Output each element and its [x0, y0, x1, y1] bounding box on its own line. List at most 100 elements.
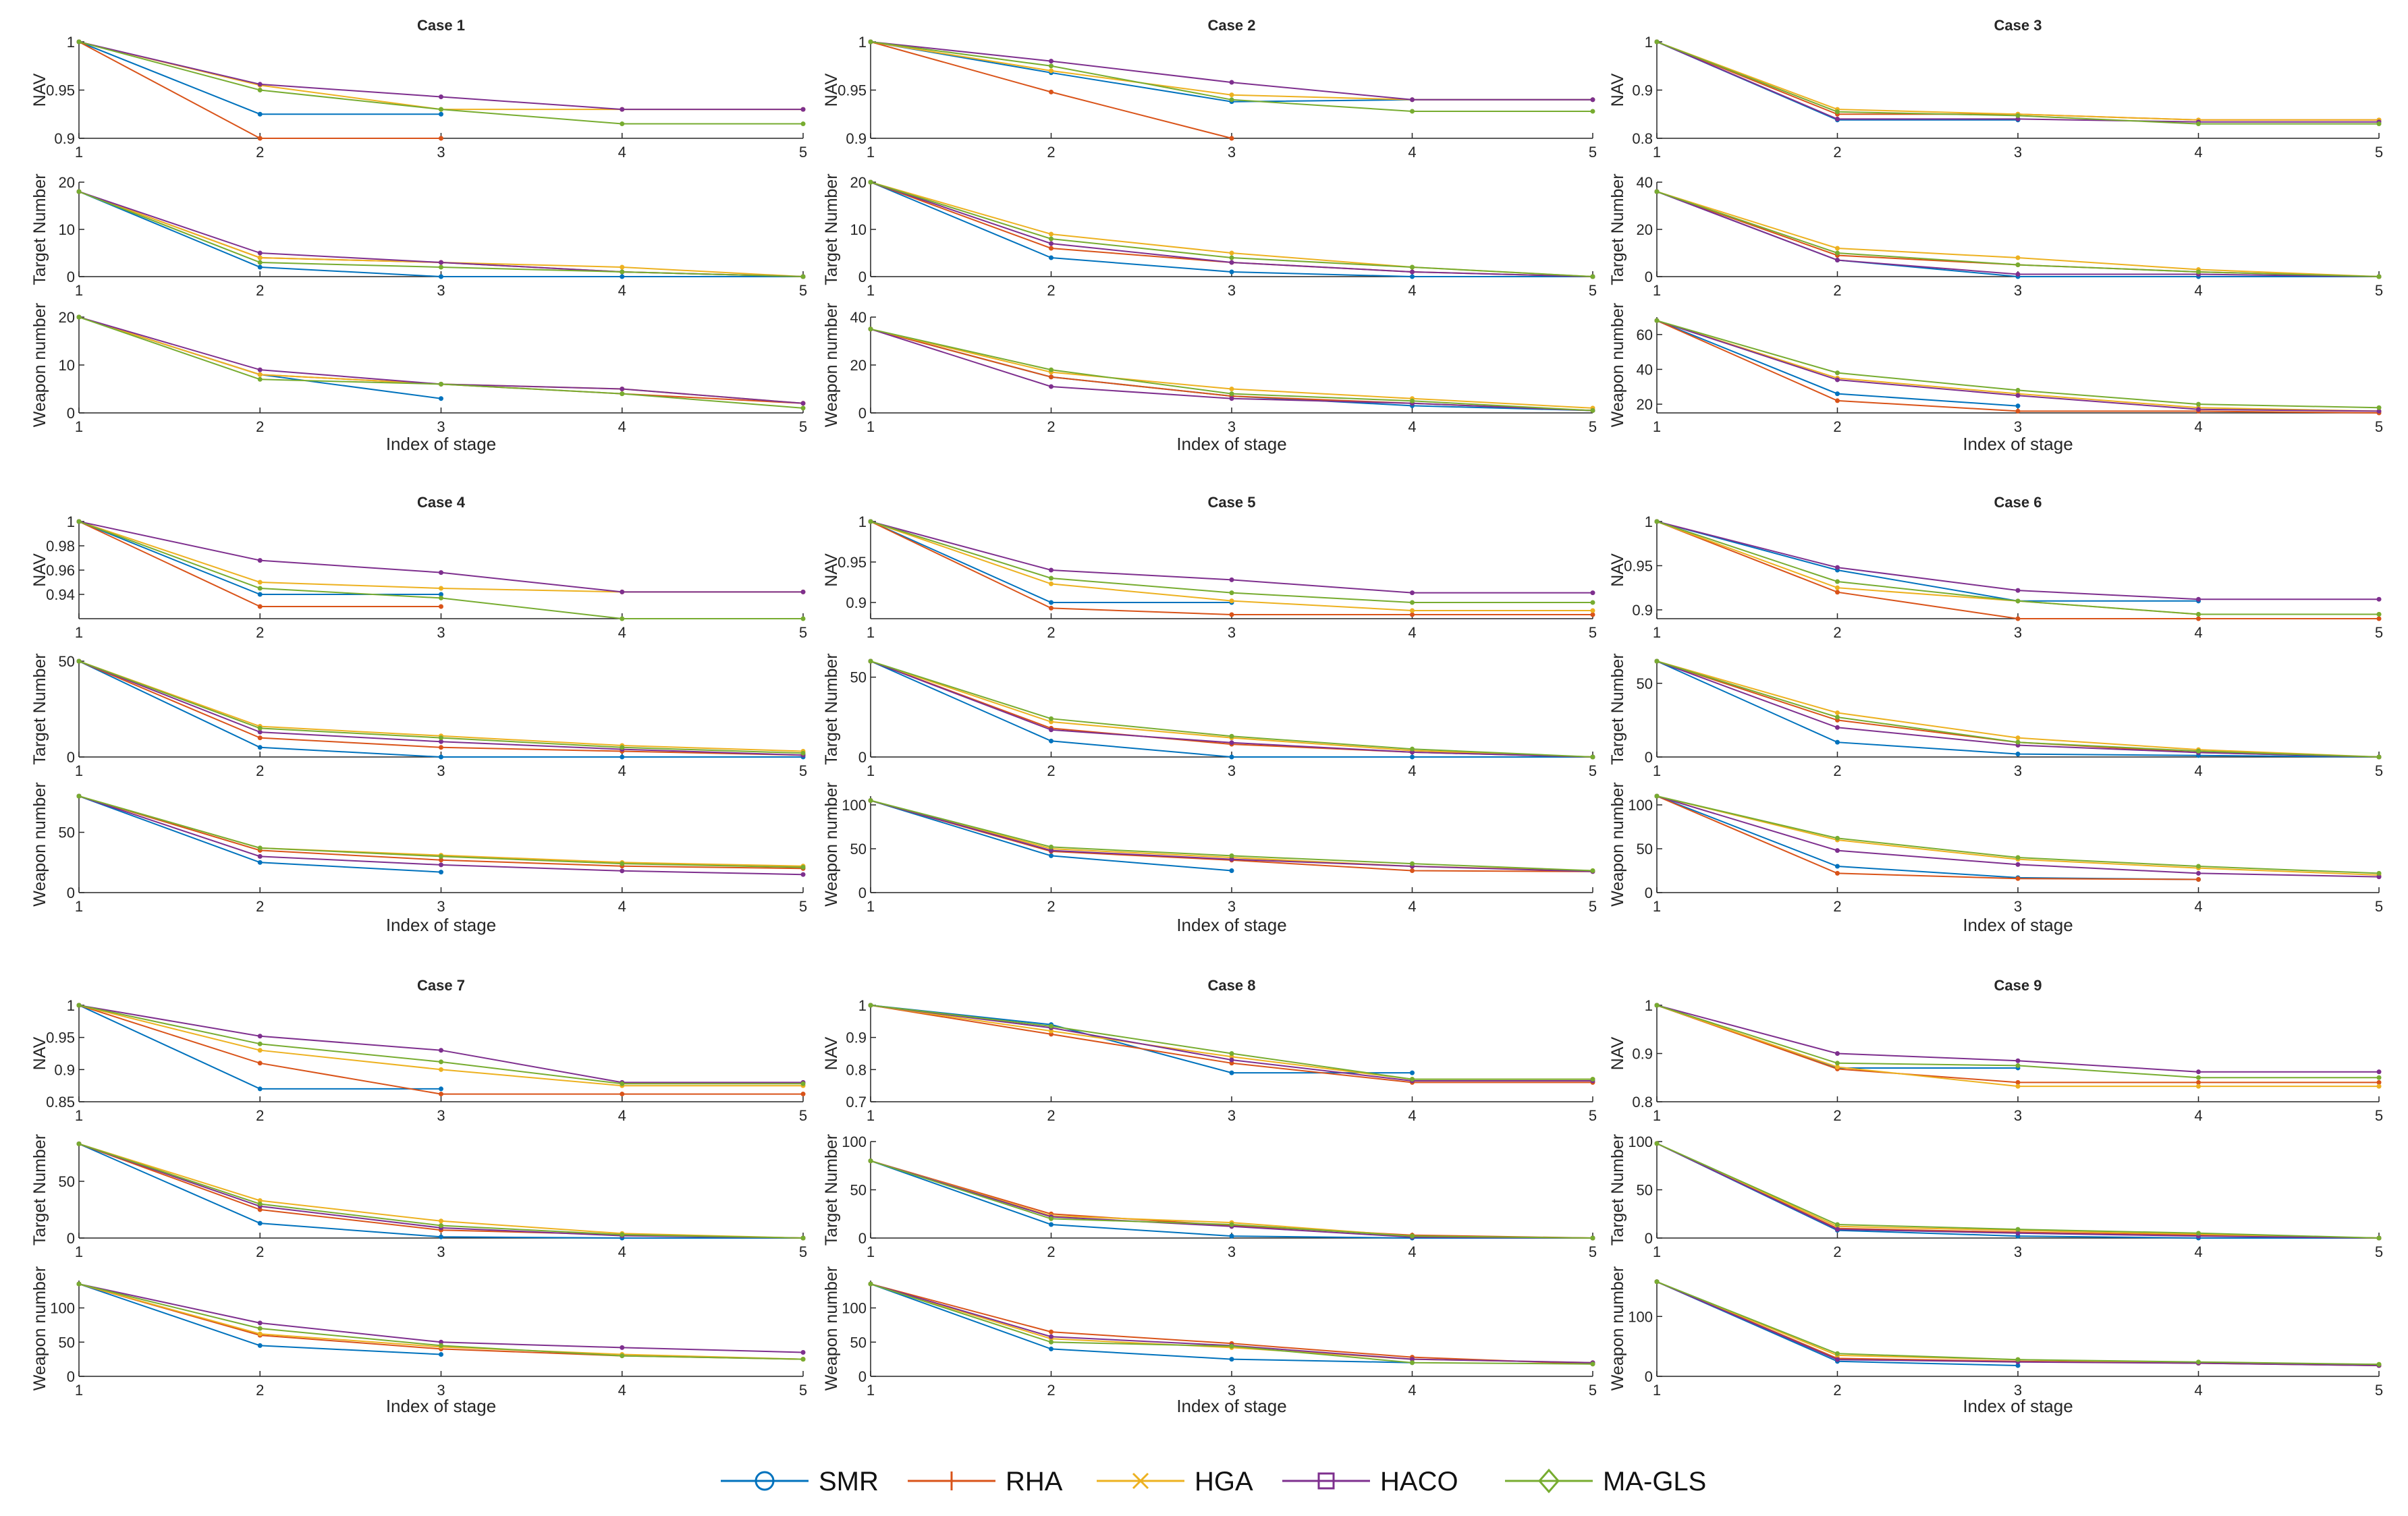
data-point-smr [1835, 864, 1840, 869]
data-point-haco [800, 1350, 806, 1355]
panel-weapon-number: 0 50 100 1 2 3 4 5 Weapon number [822, 1266, 1597, 1399]
data-point-ma-gls [1229, 1222, 1234, 1227]
data-point-ma-gls [2015, 598, 2021, 604]
y-tick-label: 1 [858, 34, 867, 51]
chart-title: Case 5 [1208, 494, 1256, 511]
x-tick-label: 1 [75, 1243, 83, 1260]
y-axis-label: Target Number [1608, 173, 1627, 285]
data-point-ma-gls [1229, 853, 1234, 858]
x-axis-label: Index of stage [1176, 434, 1286, 454]
data-point-ma-gls [1410, 109, 1415, 114]
x-tick-label: 1 [75, 898, 83, 915]
x-tick-label: 4 [2194, 418, 2202, 435]
y-tick-label: 50 [1637, 841, 1653, 858]
data-point-ma-gls [76, 1141, 82, 1146]
data-point-haco [1049, 59, 1054, 64]
data-point-ma-gls [2015, 113, 2021, 118]
data-point-hga [257, 1331, 263, 1337]
x-tick-label: 5 [2375, 282, 2383, 299]
y-tick-label: 0 [67, 885, 75, 901]
data-point-rha [1229, 136, 1234, 141]
y-tick-label: 50 [59, 1173, 75, 1190]
data-point-ma-gls [76, 39, 82, 45]
y-tick-label: 1 [67, 34, 75, 51]
data-point-smr [439, 1234, 443, 1239]
x-tick-label: 4 [618, 624, 626, 641]
data-point-rha [1049, 246, 1054, 251]
data-point-ma-gls [800, 1081, 806, 1086]
data-point-haco [439, 260, 443, 265]
data-point-hga [1229, 250, 1234, 256]
x-tick-label: 5 [2375, 144, 2383, 161]
x-tick-label: 5 [2375, 624, 2383, 641]
data-point-rha [1590, 612, 1595, 617]
data-point-ma-gls [1049, 236, 1054, 242]
x-tick-label: 1 [1653, 624, 1661, 641]
data-point-ma-gls [1049, 1339, 1054, 1345]
data-point-ma-gls [2196, 1359, 2201, 1365]
x-tick-label: 5 [2375, 762, 2383, 779]
y-tick-label: 100 [1628, 1133, 1653, 1150]
y-tick-label: 0.9 [846, 130, 867, 147]
y-tick-label: 50 [59, 824, 75, 841]
y-axis-label: Weapon number [30, 303, 49, 427]
y-tick-label: 1 [67, 997, 75, 1014]
x-tick-label: 5 [799, 1107, 807, 1124]
y-tick-label: 0 [1645, 749, 1653, 766]
y-tick-label: 0.9 [846, 1030, 867, 1046]
data-point-haco [257, 558, 263, 563]
x-tick-label: 1 [867, 1243, 875, 1260]
x-tick-label: 1 [75, 144, 83, 161]
data-point-haco [2376, 408, 2382, 414]
panel-target-number: 0 50 1 2 3 4 5 Target Number [30, 653, 807, 779]
data-point-smr [439, 396, 443, 401]
data-point-rha [1049, 374, 1054, 380]
y-axis-label: Weapon number [1608, 1266, 1627, 1391]
data-point-hga [439, 1067, 443, 1072]
y-tick-label: 0.98 [46, 538, 75, 555]
x-tick-label: 1 [867, 624, 875, 641]
data-point-ma-gls [2196, 1231, 2201, 1236]
panel-nav: 0.9 0.95 1 1 2 3 4 5 NAV [1608, 513, 2383, 641]
data-point-haco [1835, 1227, 1840, 1232]
data-point-hga [1590, 608, 1595, 613]
data-point-haco [1590, 97, 1595, 103]
x-tick-label: 1 [867, 1382, 875, 1399]
data-point-haco [620, 589, 625, 594]
panel-nav: 0.8 0.9 1 1 2 3 4 5 NAV [1608, 34, 2383, 161]
data-point-haco [2015, 1058, 2021, 1063]
x-tick-label: 1 [1653, 1243, 1661, 1260]
data-point-ma-gls [2015, 739, 2021, 745]
x-tick-label: 2 [256, 282, 264, 299]
data-point-ma-gls [1590, 600, 1595, 605]
data-point-smr [257, 1220, 263, 1226]
series-line-haco [78, 521, 803, 593]
legend-cross-marker-icon [1132, 1472, 1149, 1490]
chart-title: Case 7 [417, 977, 465, 994]
panel-weapon-number: 20 40 60 1 2 3 4 5 Weapon number [1608, 303, 2383, 435]
x-tick-label: 5 [1589, 1382, 1597, 1399]
panel-target-number: 0 20 40 1 2 3 4 5 Target Number [1608, 173, 2383, 299]
x-tick-label: 2 [256, 1243, 264, 1260]
panel-weapon-number: 0 50 1 2 3 4 5 Weapon number [30, 782, 807, 915]
data-point-haco [620, 868, 625, 874]
data-point-haco [439, 739, 443, 744]
data-point-rha [439, 136, 443, 141]
data-point-rha [2376, 616, 2382, 621]
x-tick-label: 4 [2194, 1107, 2202, 1124]
data-point-hga [257, 1198, 263, 1203]
x-tick-label: 2 [1047, 1107, 1055, 1124]
data-point-smr [439, 592, 443, 597]
x-tick-label: 1 [75, 624, 83, 641]
panel-weapon-number: 0 50 100 1 2 3 4 5 Weapon number [822, 782, 1597, 915]
y-tick-label: 0.9 [54, 1061, 75, 1078]
data-point-ma-gls [800, 1235, 806, 1241]
data-point-ma-gls [1049, 575, 1054, 581]
data-point-ma-gls [868, 1281, 873, 1287]
data-point-ma-gls [868, 327, 873, 332]
y-tick-label: 0 [858, 1230, 867, 1247]
data-point-smr [257, 111, 263, 117]
